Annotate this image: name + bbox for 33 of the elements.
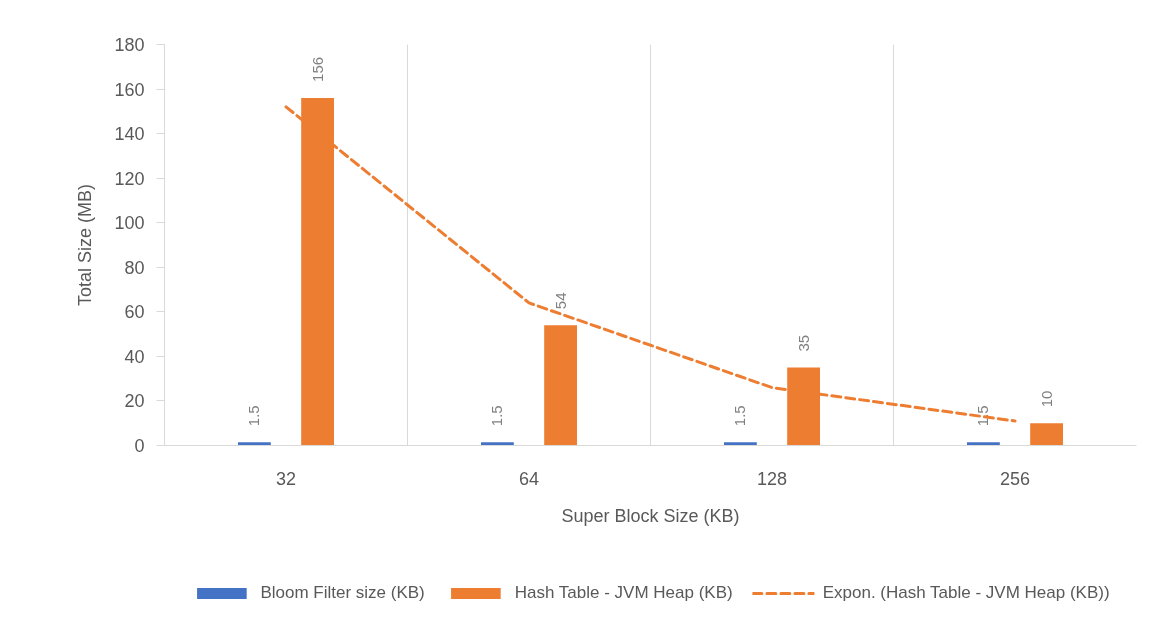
data-label: 10 [1037,390,1055,408]
x-tick-label: 64 [518,468,540,489]
y-tick-label: 160 [114,79,145,100]
bar [481,442,514,446]
data-label: 1.5 [974,405,992,427]
y-tick-label: 180 [114,35,145,55]
y-tick-label: 80 [124,257,145,278]
y-axis-title: Total Size (MB) [75,183,96,307]
bar [544,325,577,446]
bar [967,442,1000,446]
data-label: 1.5 [245,405,263,427]
legend-label: Expon. (Hash Table - JVM Heap (KB)) [822,582,1110,603]
data-label: 1.5 [488,405,506,427]
data-label: 156 [308,56,326,82]
y-tick-label: 140 [114,124,145,145]
data-label: 54 [551,292,569,310]
y-tick-label: 60 [124,302,145,323]
x-tick-label: 128 [756,468,788,489]
x-axis-title: Super Block Size (KB) [561,505,740,526]
x-tick-label: 256 [999,468,1031,489]
data-label: 1.5 [731,405,749,427]
x-tick-label: 32 [275,468,297,489]
y-tick-label: 0 [134,436,145,456]
legend-label: Bloom Filter size (KB) [260,582,425,603]
legend-label: Hash Table - JVM Heap (KB) [514,582,733,603]
bar [724,442,757,446]
y-tick-label: 40 [124,346,145,367]
data-label: 35 [794,334,812,352]
y-tick-label: 100 [114,213,145,234]
y-tick-label: 20 [124,391,145,412]
bar [1030,423,1063,446]
bar [238,442,271,446]
y-tick-label: 120 [114,168,145,189]
